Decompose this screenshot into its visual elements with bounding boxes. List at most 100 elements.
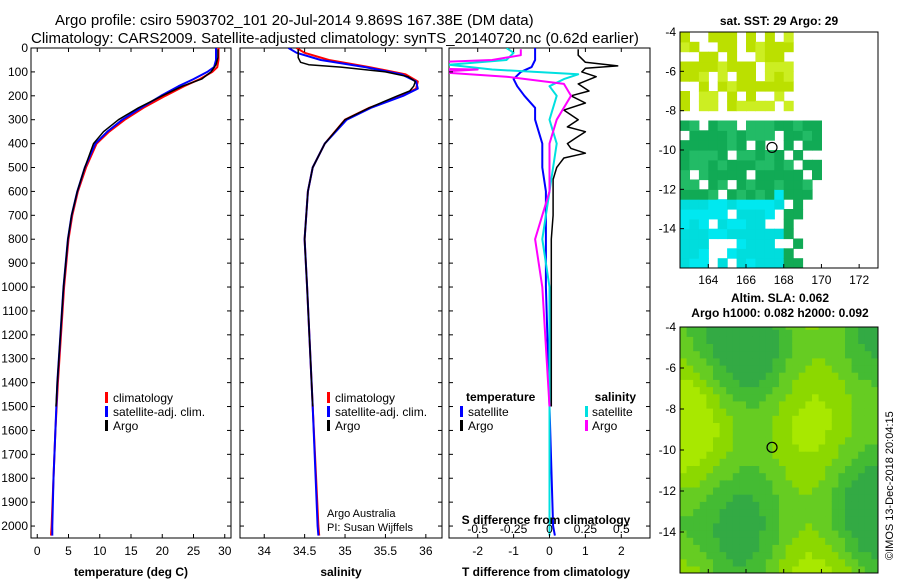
map-cell	[838, 458, 846, 466]
map-cell	[805, 327, 813, 330]
map-cell	[713, 329, 721, 337]
map-cell	[774, 258, 785, 268]
map-cell	[792, 350, 800, 359]
map-cell	[699, 372, 707, 380]
map-cell	[802, 159, 813, 171]
map-cell	[812, 364, 820, 373]
map-cell	[689, 179, 700, 190]
map-cell	[726, 422, 734, 431]
map-cell	[739, 436, 747, 445]
map-cell	[864, 393, 872, 402]
map-cell	[838, 329, 846, 337]
y-tick-label: 700	[8, 208, 28, 222]
map-cell	[798, 429, 806, 438]
map-cell	[752, 386, 760, 395]
map-cell	[774, 71, 785, 82]
map-cell	[764, 130, 775, 141]
map-cell	[726, 357, 734, 366]
map-cell	[838, 400, 846, 409]
map-cell	[858, 443, 866, 452]
map-cell	[736, 179, 747, 190]
map-cell	[764, 61, 775, 72]
map-cell	[779, 515, 787, 524]
map-cell	[713, 357, 721, 366]
map-cell	[726, 544, 734, 553]
map-cell	[699, 393, 707, 402]
map-cell	[785, 501, 793, 510]
map-cell	[864, 443, 872, 452]
map-cell	[689, 228, 700, 240]
map-cell	[706, 508, 714, 517]
map-cell	[746, 465, 754, 474]
map-cell	[793, 199, 804, 210]
map-cell	[798, 415, 806, 423]
y-tick-label: 2000	[1, 519, 28, 533]
map-cell	[798, 458, 806, 466]
map-cell	[838, 522, 846, 531]
map-cell	[838, 501, 846, 510]
map-cell	[812, 336, 820, 344]
map-cell	[765, 465, 773, 474]
map-x-tick-label: 164	[698, 273, 718, 287]
map-cell	[818, 458, 826, 466]
map-cell	[746, 238, 756, 249]
map-cell	[706, 522, 714, 531]
map-cell	[759, 436, 767, 445]
map-cell	[858, 386, 866, 395]
x-tick-label: 35.5	[374, 544, 398, 558]
map-cell	[772, 400, 780, 409]
map-cell	[726, 565, 734, 573]
map-cell	[708, 199, 719, 210]
map-cell	[805, 530, 813, 538]
map-cell	[699, 558, 707, 567]
map-cell	[706, 400, 714, 409]
map-cell	[783, 179, 794, 190]
map-cell	[793, 130, 804, 141]
map-cell	[686, 530, 694, 538]
map-cell	[680, 537, 688, 545]
map-cell	[798, 551, 806, 560]
map-cell	[792, 508, 800, 517]
map-cell	[755, 150, 766, 161]
map-cell	[871, 522, 878, 531]
map-cell	[746, 565, 754, 573]
map-cell	[831, 451, 839, 459]
map-cell	[818, 408, 826, 416]
map-cell	[739, 327, 747, 330]
map-cell	[851, 393, 859, 402]
map-cell	[765, 372, 773, 380]
map-cell	[818, 551, 826, 560]
map-cell	[772, 494, 780, 502]
map-cell	[845, 479, 853, 488]
map-cell	[864, 327, 872, 330]
map-cell	[871, 386, 878, 395]
map-cell	[858, 565, 866, 573]
map-cell	[699, 551, 707, 560]
map-cell	[680, 258, 690, 268]
map-cell	[746, 551, 754, 560]
map-cell	[680, 336, 688, 344]
map-cell	[785, 415, 793, 423]
map-cell	[779, 551, 787, 560]
map-cell	[774, 179, 785, 190]
figure-title-line1: Argo profile: csiro 5903702_101 20-Jul-2…	[55, 12, 534, 29]
map-cell	[732, 458, 740, 466]
map-cell	[686, 336, 694, 344]
map-cell	[713, 415, 721, 423]
map-cell	[706, 515, 714, 524]
map-cell	[752, 508, 760, 517]
salinity-x-label: salinity	[320, 565, 362, 579]
map-cell	[686, 472, 694, 481]
map-cell	[838, 386, 846, 395]
map-cell	[818, 372, 826, 380]
map-cell	[851, 372, 859, 380]
map-cell	[772, 408, 780, 416]
map-cell	[818, 336, 826, 344]
map-cell	[779, 336, 787, 344]
map-cell	[713, 458, 721, 466]
map-cell	[706, 350, 714, 359]
sst-map-title: sat. SST: 29 Argo: 29	[720, 14, 839, 28]
map-cell	[719, 327, 727, 330]
map-cell	[838, 486, 846, 495]
